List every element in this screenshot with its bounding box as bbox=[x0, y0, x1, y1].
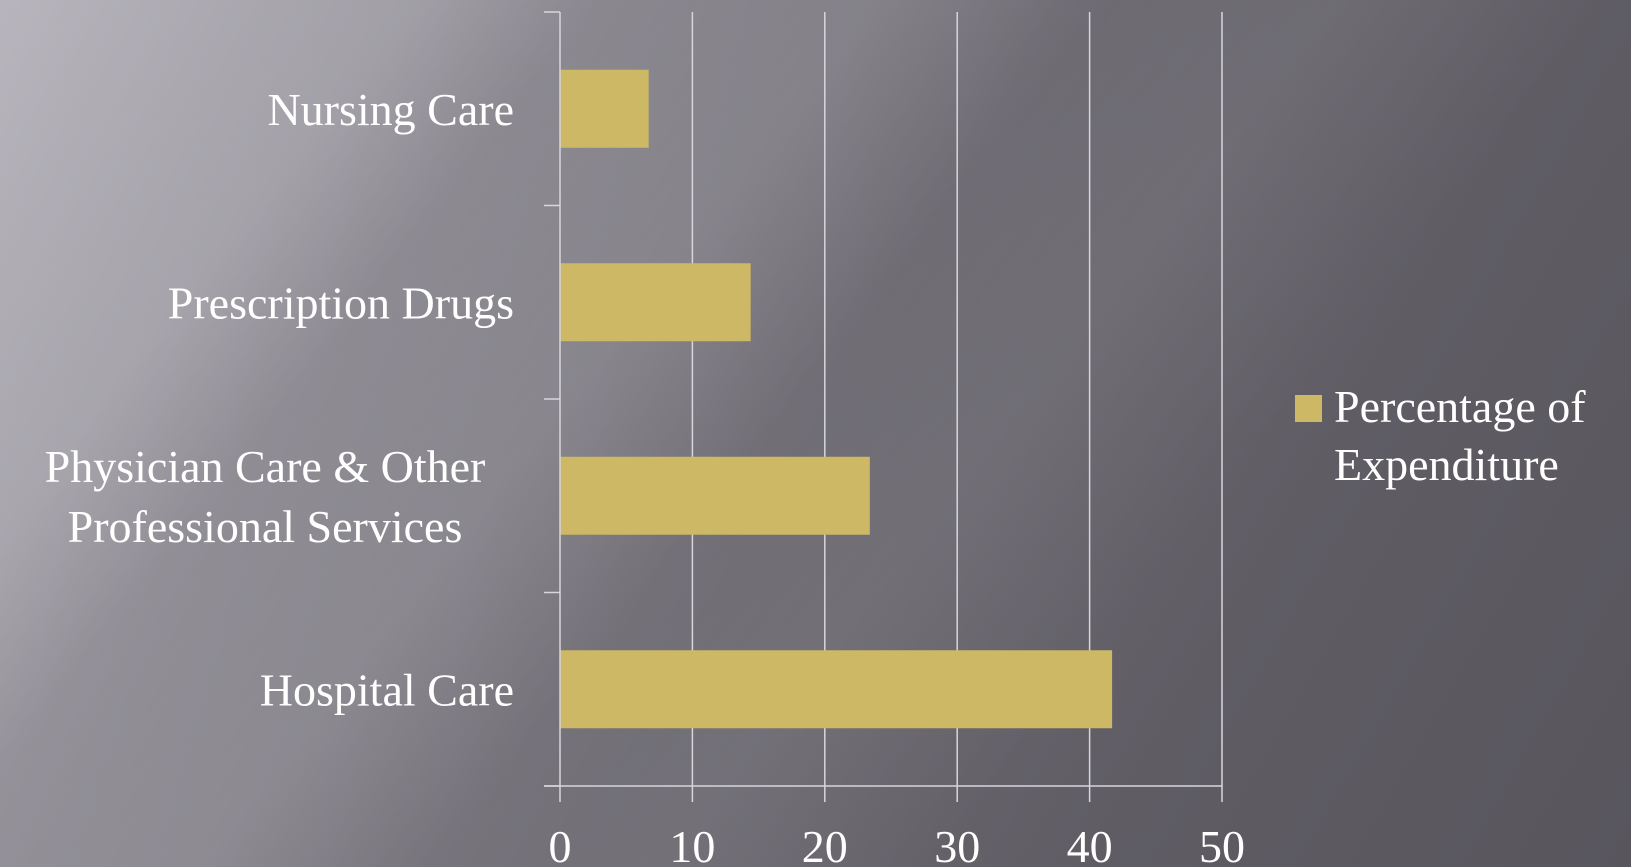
category-label: Nursing Care bbox=[267, 84, 514, 135]
category-label: Hospital Care bbox=[260, 664, 514, 715]
bars bbox=[560, 69, 1113, 729]
x-tick-label: 10 bbox=[669, 821, 715, 867]
bar bbox=[560, 456, 870, 535]
x-tick-label: 50 bbox=[1199, 821, 1245, 867]
x-tick-label: 0 bbox=[549, 821, 572, 867]
x-tick-label: 30 bbox=[934, 821, 980, 867]
category-label: Professional Services bbox=[68, 501, 463, 552]
bar bbox=[560, 263, 751, 342]
legend-label-line: Percentage of bbox=[1334, 381, 1586, 432]
category-label: Physician Care & Other bbox=[45, 441, 486, 492]
x-tick-labels: 0 10 20 30 40 50 bbox=[549, 821, 1246, 867]
bar bbox=[560, 650, 1113, 729]
legend-label-line: Expenditure bbox=[1334, 439, 1559, 490]
x-tick-label: 40 bbox=[1067, 821, 1113, 867]
category-labels: Nursing Care Prescription Drugs Physician … bbox=[45, 84, 514, 716]
legend: Percentage of Expenditure bbox=[1295, 381, 1586, 490]
legend-label: Percentage of Expenditure bbox=[1334, 381, 1586, 490]
axes bbox=[544, 11, 1223, 802]
bar bbox=[560, 69, 649, 148]
x-tick-label: 20 bbox=[802, 821, 848, 867]
legend-swatch bbox=[1295, 395, 1322, 422]
category-label: Prescription Drugs bbox=[168, 277, 514, 328]
